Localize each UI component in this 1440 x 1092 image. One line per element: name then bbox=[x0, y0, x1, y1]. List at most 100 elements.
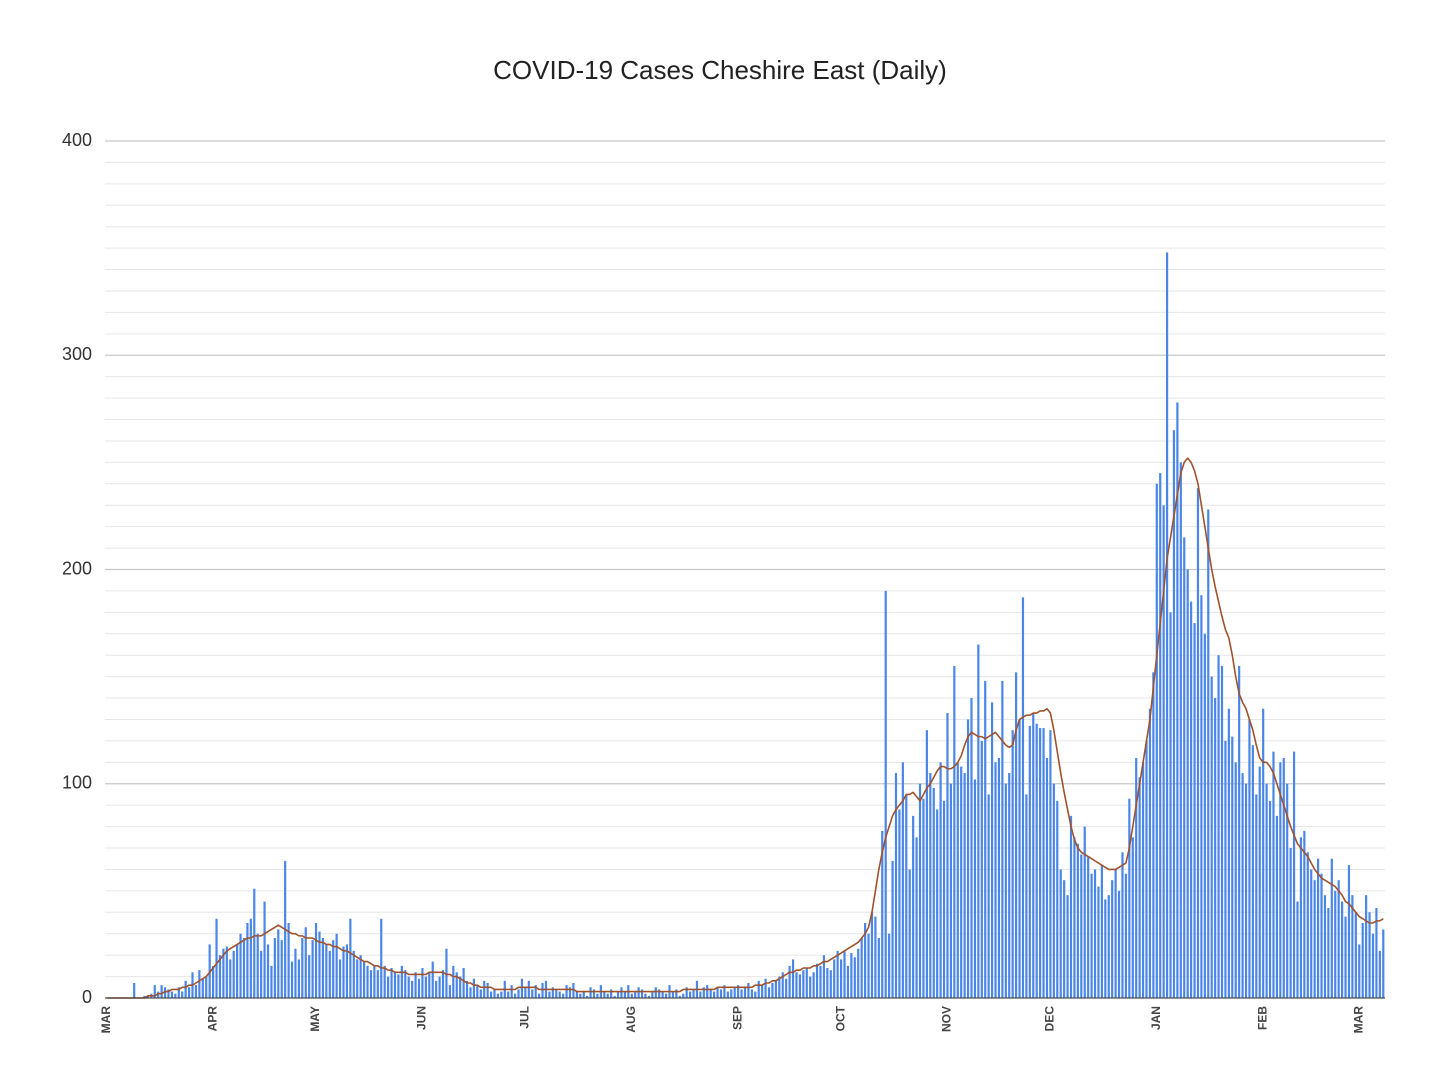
bar bbox=[239, 933, 242, 998]
bar bbox=[558, 991, 561, 998]
bar bbox=[592, 989, 596, 998]
bar bbox=[205, 976, 208, 998]
bar bbox=[479, 989, 482, 998]
bar bbox=[1117, 890, 1121, 998]
bar bbox=[366, 965, 369, 998]
bar bbox=[1244, 783, 1248, 998]
bar bbox=[476, 985, 479, 998]
bar bbox=[229, 959, 232, 998]
bar bbox=[1196, 488, 1200, 998]
bar bbox=[1238, 665, 1241, 998]
bar bbox=[1025, 794, 1028, 998]
bar bbox=[884, 590, 887, 998]
bar bbox=[387, 976, 390, 998]
bar bbox=[177, 987, 180, 998]
bar bbox=[864, 923, 867, 998]
bar bbox=[342, 946, 345, 998]
bar bbox=[723, 985, 726, 998]
bar bbox=[524, 987, 527, 998]
bar bbox=[1028, 725, 1031, 998]
bar bbox=[397, 974, 400, 998]
bar bbox=[1227, 708, 1230, 998]
bar bbox=[455, 972, 458, 998]
bar bbox=[651, 991, 654, 998]
bar bbox=[359, 955, 362, 998]
bar bbox=[1258, 766, 1261, 998]
bar bbox=[253, 888, 256, 998]
bar bbox=[1169, 612, 1172, 998]
bar bbox=[942, 800, 946, 998]
bar bbox=[1368, 912, 1371, 998]
bar bbox=[939, 762, 942, 998]
bar bbox=[788, 965, 791, 998]
bar bbox=[582, 991, 585, 998]
bar bbox=[767, 987, 771, 998]
bar bbox=[352, 950, 355, 998]
bar bbox=[644, 993, 647, 998]
bar bbox=[829, 970, 832, 998]
bar bbox=[1220, 665, 1224, 998]
bar bbox=[970, 698, 973, 998]
bar bbox=[421, 968, 424, 998]
bar bbox=[798, 974, 802, 998]
bar bbox=[167, 989, 170, 998]
bar bbox=[953, 665, 956, 998]
bar bbox=[888, 933, 891, 998]
bar bbox=[678, 995, 681, 998]
bar bbox=[338, 959, 342, 998]
bar bbox=[517, 989, 520, 998]
bar bbox=[211, 965, 215, 998]
bar bbox=[1275, 815, 1279, 998]
bar bbox=[579, 993, 582, 998]
bar bbox=[1354, 912, 1357, 998]
bar bbox=[246, 923, 249, 998]
bar bbox=[1073, 837, 1076, 998]
bar bbox=[960, 766, 963, 998]
bar bbox=[459, 976, 462, 998]
bar bbox=[819, 965, 822, 998]
x-tick-label: OCT bbox=[833, 1005, 847, 1031]
bar bbox=[785, 978, 788, 998]
bar bbox=[448, 985, 451, 998]
bar bbox=[730, 989, 733, 998]
bar bbox=[1186, 569, 1189, 998]
bar bbox=[815, 963, 819, 998]
bar bbox=[486, 983, 489, 998]
bar bbox=[404, 970, 407, 998]
bar bbox=[870, 912, 874, 998]
bar bbox=[719, 989, 723, 998]
bar bbox=[572, 983, 575, 998]
bar bbox=[187, 987, 191, 998]
bar bbox=[349, 918, 352, 998]
bar bbox=[362, 961, 366, 998]
bar bbox=[290, 961, 294, 998]
bar bbox=[812, 972, 815, 998]
bar bbox=[380, 918, 383, 998]
bar bbox=[1320, 873, 1323, 998]
bar bbox=[153, 985, 156, 998]
bar bbox=[297, 959, 300, 998]
bar bbox=[616, 991, 620, 998]
bar bbox=[1347, 865, 1351, 998]
bar bbox=[493, 989, 496, 998]
bar bbox=[850, 953, 853, 998]
bar bbox=[1375, 908, 1378, 998]
bar bbox=[1193, 623, 1196, 998]
bar bbox=[273, 938, 276, 998]
bar bbox=[260, 950, 263, 998]
bar bbox=[1303, 830, 1306, 998]
bar bbox=[877, 938, 880, 998]
x-tick-label: JUN bbox=[415, 1006, 429, 1030]
bar bbox=[277, 929, 280, 998]
bar bbox=[901, 762, 904, 998]
bar bbox=[1008, 773, 1011, 998]
bar bbox=[1069, 815, 1073, 998]
bar bbox=[675, 989, 678, 998]
bar bbox=[287, 923, 290, 998]
bar bbox=[1018, 719, 1021, 998]
bar bbox=[242, 938, 246, 998]
bar bbox=[513, 993, 517, 998]
bar bbox=[1087, 856, 1090, 998]
bar bbox=[949, 783, 952, 998]
bar bbox=[664, 993, 668, 998]
